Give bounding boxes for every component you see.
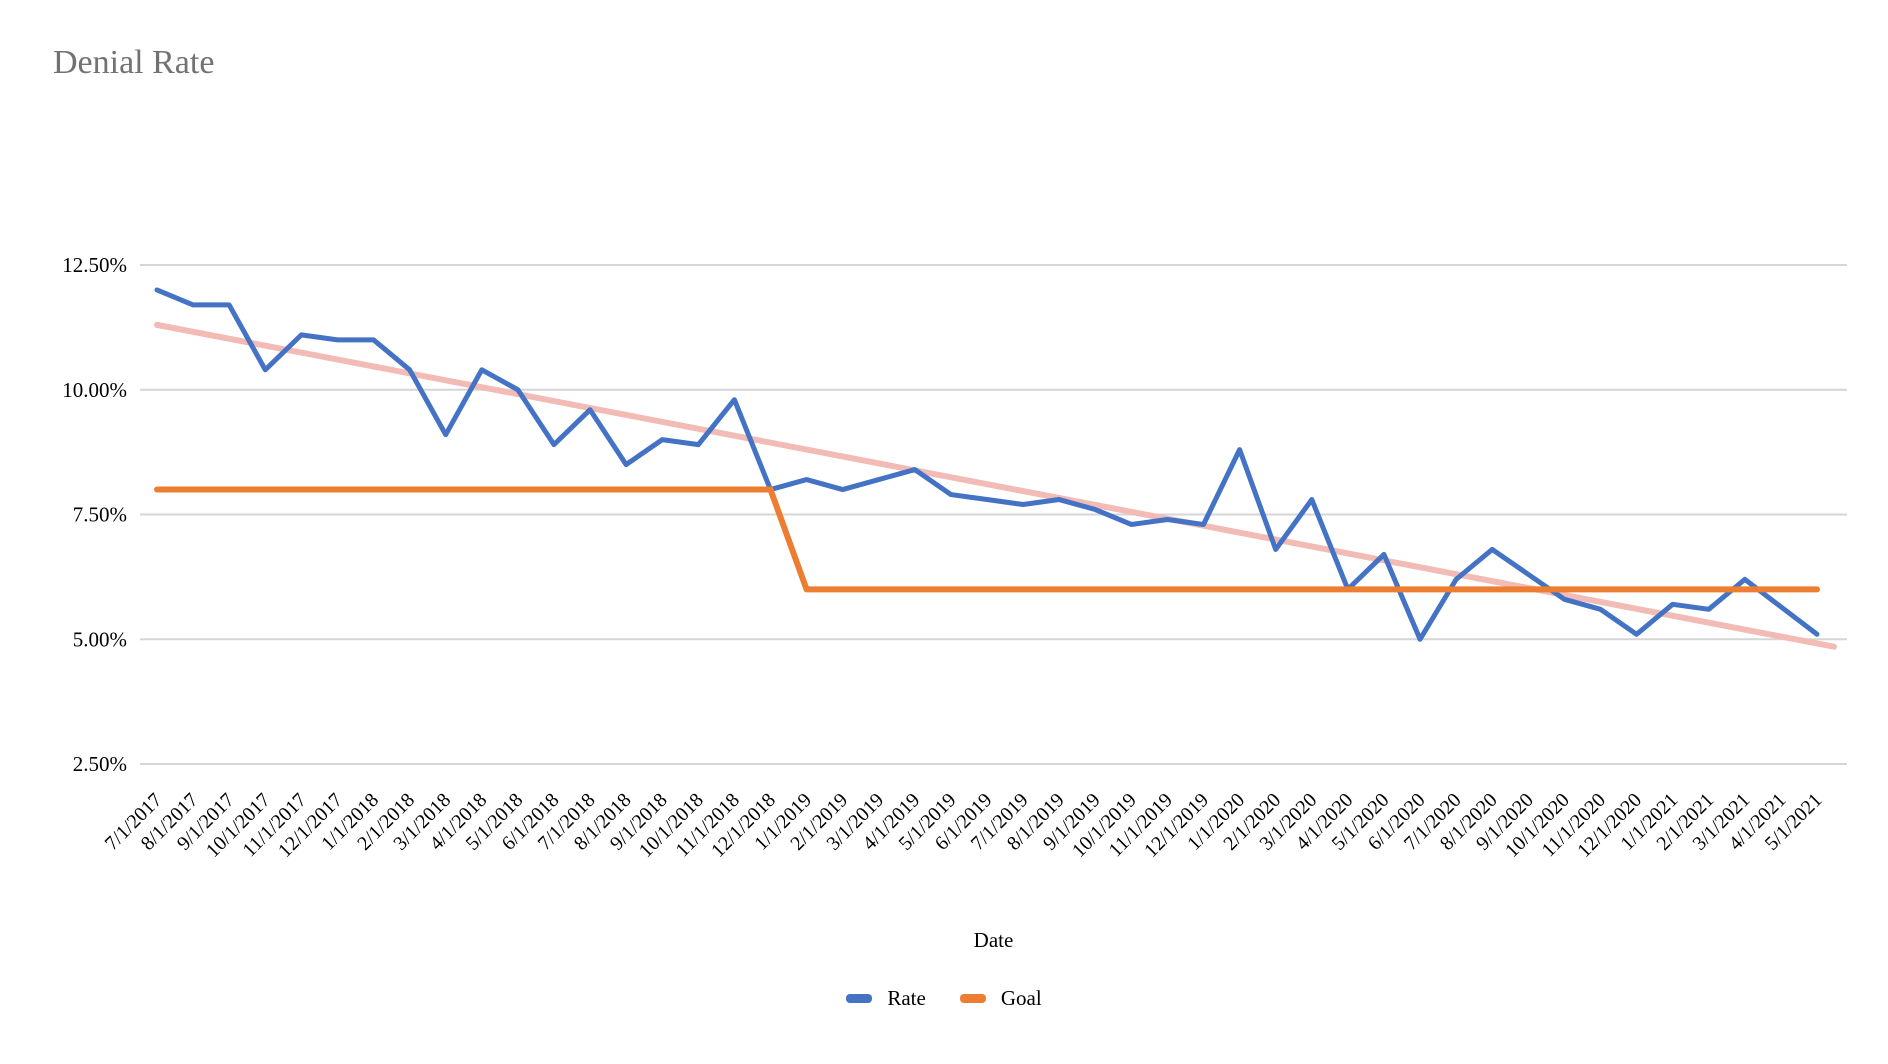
x-axis-title: Date xyxy=(973,928,1014,952)
goal-legend-label: Goal xyxy=(1000,986,1042,1010)
trendline xyxy=(154,321,1837,650)
chart-title: Denial Rate xyxy=(53,44,215,81)
legend-item-rate[interactable]: Rate xyxy=(846,986,926,1011)
goal-legend-swatch-icon xyxy=(959,994,986,1003)
rate-legend-swatch-icon xyxy=(846,994,873,1003)
rate-legend-label: Rate xyxy=(887,986,926,1010)
rate-line[interactable] xyxy=(154,287,1820,642)
legend-item-goal[interactable]: Goal xyxy=(959,986,1042,1011)
y-axis-tick-label: 10.00% xyxy=(62,378,127,402)
y-axis-tick-label: 7.50% xyxy=(73,503,127,527)
y-axis-tick-label: 2.50% xyxy=(73,752,127,776)
legend: Rate Goal xyxy=(0,986,1888,1011)
y-axis-tick-label: 12.50% xyxy=(62,253,127,277)
y-axis-tick-label: 5.00% xyxy=(73,627,127,651)
goal-line[interactable] xyxy=(154,486,1820,593)
